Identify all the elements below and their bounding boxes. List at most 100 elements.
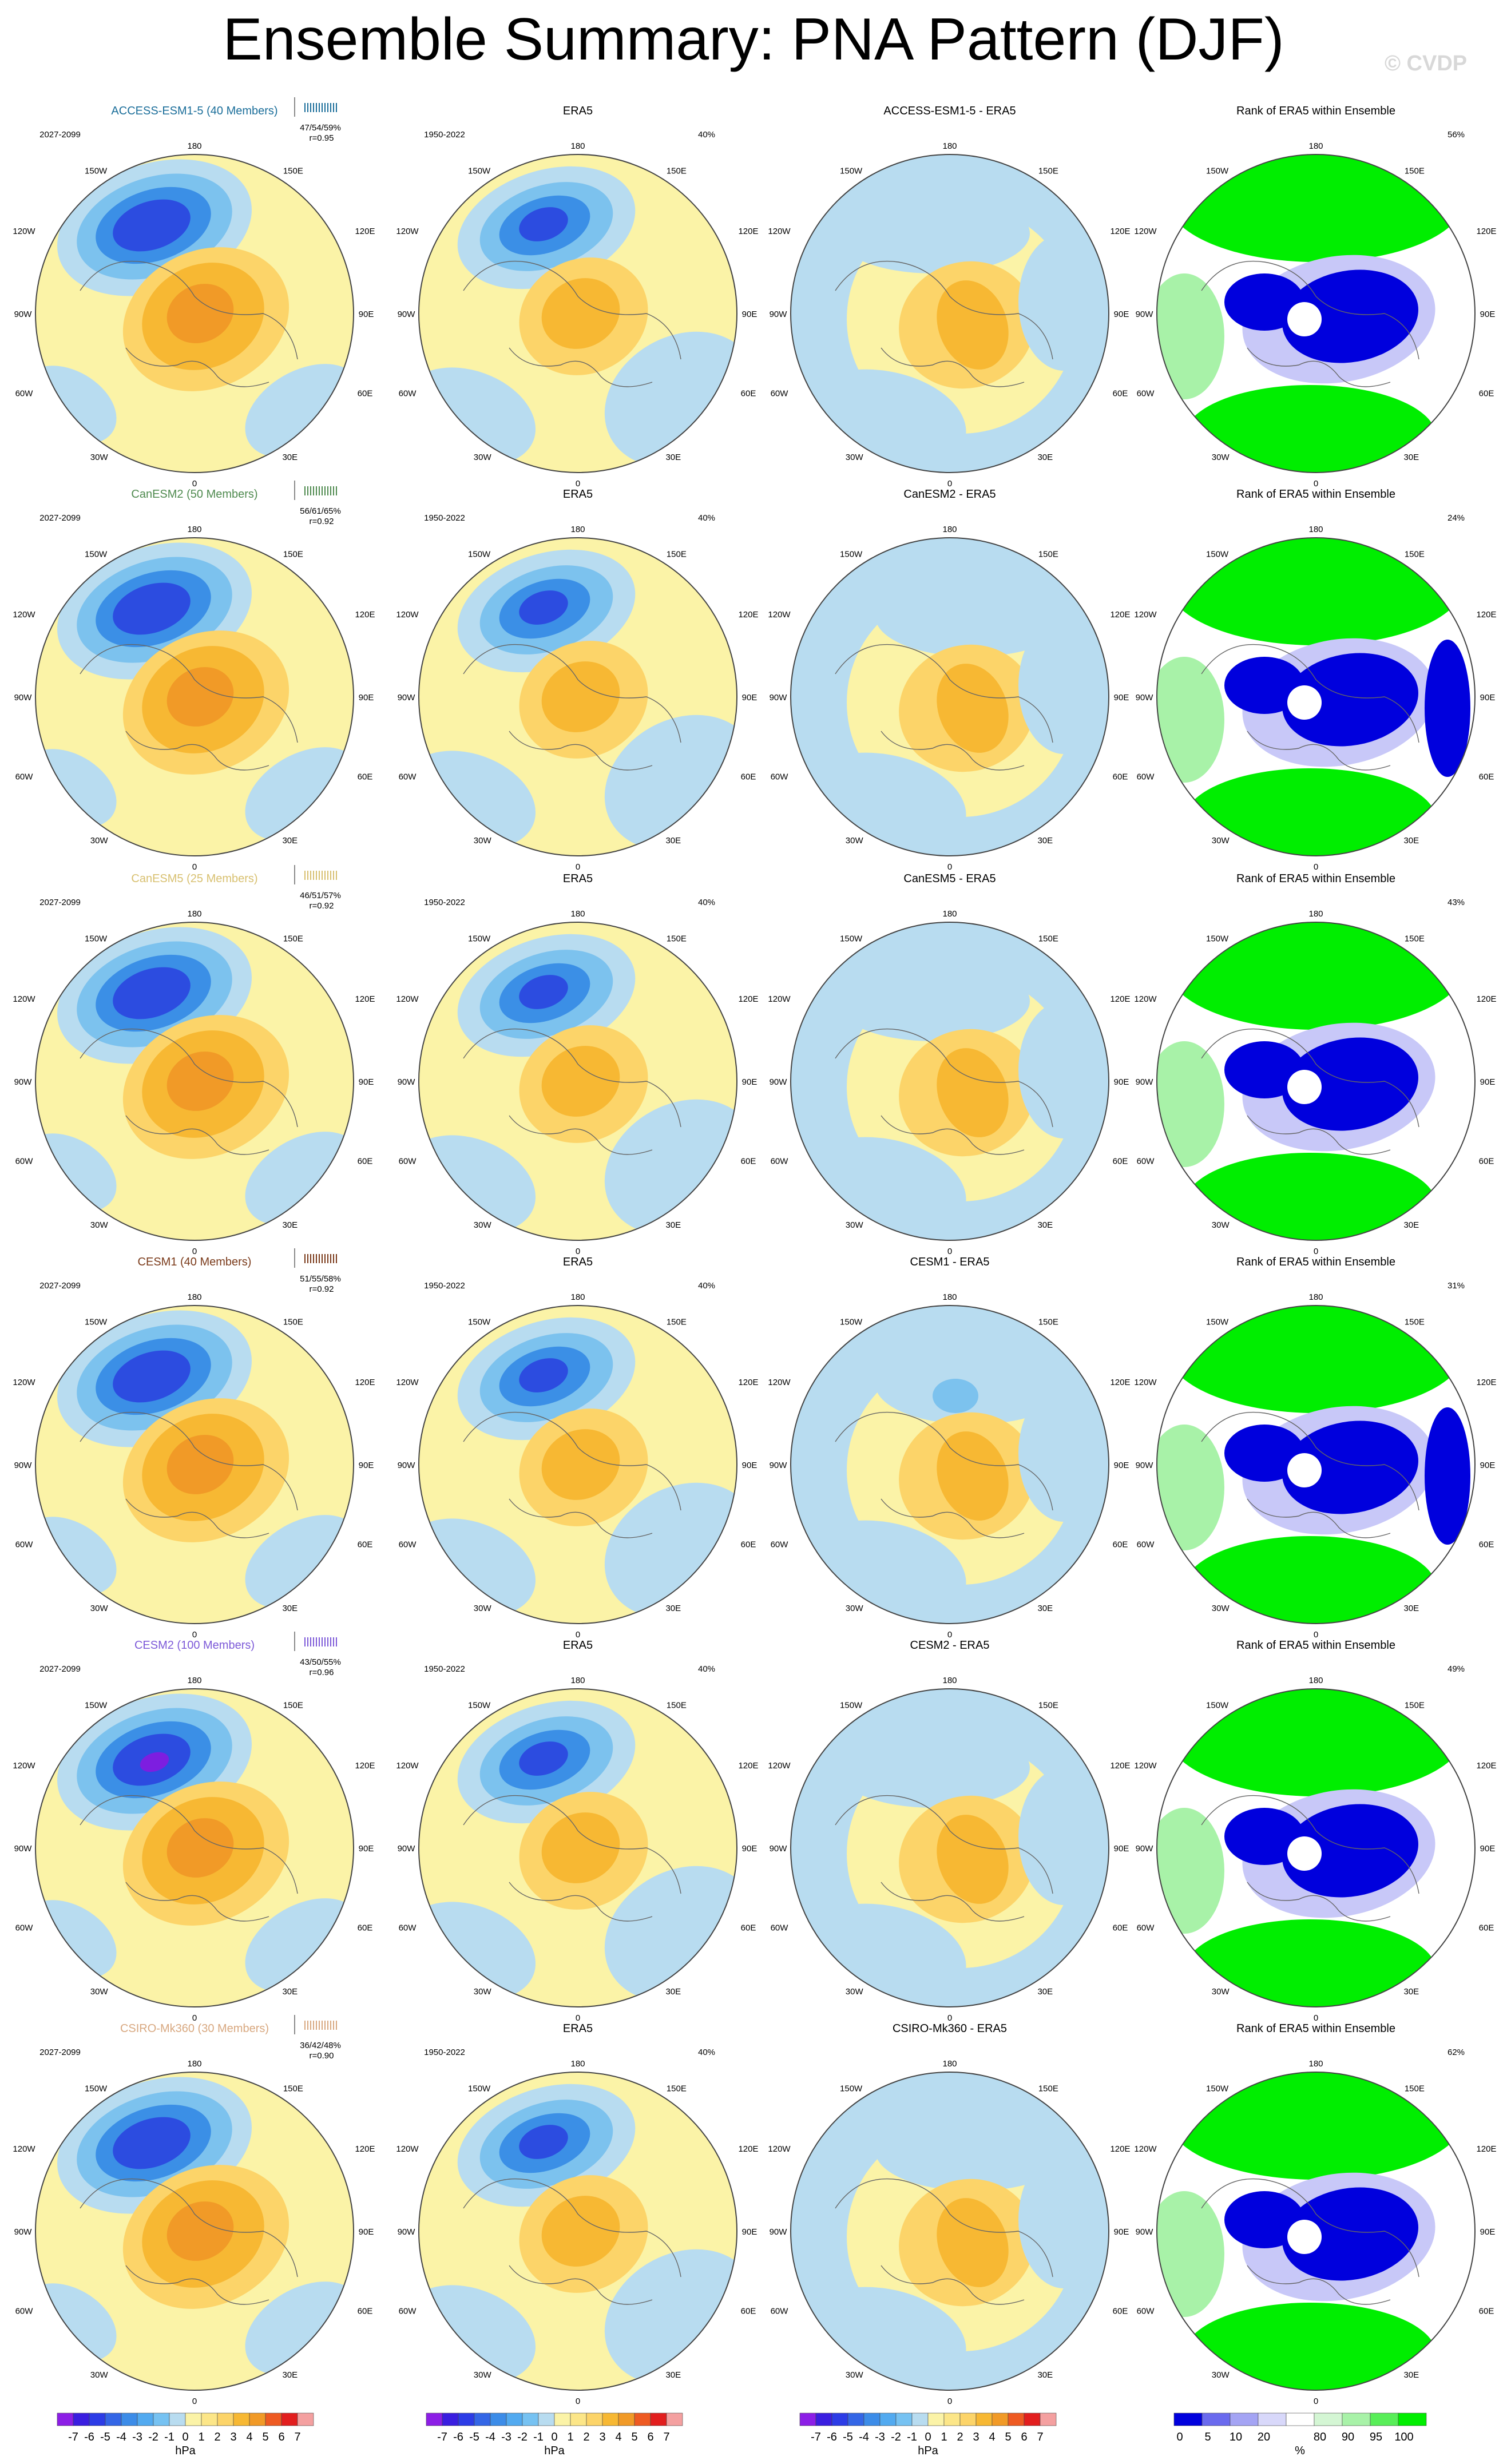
longitude-label: 120W	[1134, 1378, 1157, 1387]
rank-low-region	[1282, 1037, 1418, 1131]
longitude-label: 0	[576, 862, 580, 872]
longitude-label: 90E	[1480, 2227, 1496, 2237]
longitude-label: 90W	[398, 1077, 416, 1087]
colorbar-swatch	[57, 2413, 74, 2426]
colorbar-tick-label: 7	[294, 2431, 300, 2443]
longitude-label: 150W	[468, 1700, 491, 1710]
polar-map-panel: 180 150W 150E 120W 120E 90W 90E 60W 60E 30W 30E 0	[768, 1292, 1130, 1640]
low-pressure-core	[113, 199, 191, 252]
longitude-label: 150E	[667, 1317, 687, 1327]
colorbar-swatch	[570, 2413, 587, 2426]
longitude-label: 60W	[15, 1157, 34, 1166]
colorbar-tick-label: -7	[811, 2431, 821, 2443]
map-border	[418, 1688, 737, 2007]
longitude-label: 150E	[1038, 934, 1058, 943]
map-field	[419, 922, 737, 1240]
longitude-label: 90E	[1480, 1077, 1496, 1087]
colorbar-tick-label: -1	[164, 2431, 175, 2443]
rank-mid-region	[1157, 1425, 1224, 1550]
longitude-label: 150E	[667, 1700, 687, 1710]
longitude-label: 30E	[282, 453, 298, 462]
longitude-label: 150W	[468, 549, 491, 559]
colorbar-swatch	[1314, 2413, 1343, 2426]
longitude-label: 90W	[398, 2227, 416, 2237]
longitude-label: 60W	[15, 772, 34, 782]
colorbar-tick-label: 0	[925, 2431, 931, 2443]
rank-low-region	[1425, 1407, 1470, 1545]
model-stats: 43/50/55%	[300, 1657, 341, 1667]
longitude-label: 150E	[1038, 1317, 1058, 1327]
longitude-label: 60E	[1479, 1540, 1494, 1550]
longitude-label: 90E	[1480, 310, 1496, 319]
coastline	[125, 731, 269, 771]
diff-positive-core	[937, 1815, 1009, 1904]
obs-panel-title: ERA5	[563, 872, 593, 885]
map-field	[791, 922, 1109, 1240]
high-pressure-core	[166, 284, 234, 343]
longitude-label: 180	[1308, 141, 1323, 151]
longitude-label: 30E	[282, 1604, 298, 1613]
rank-percent: 43%	[1447, 898, 1465, 907]
colorbar-swatch	[538, 2413, 555, 2426]
colorbar-tick-label: 4	[246, 2431, 252, 2443]
longitude-label: 60E	[358, 389, 373, 399]
longitude-label: 0	[192, 1630, 197, 1640]
colorbar-unit: hPa	[544, 2445, 565, 2457]
longitude-label: 90W	[398, 1844, 416, 1854]
colorbar-swatch	[1040, 2413, 1057, 2426]
longitude-label: 120E	[355, 227, 375, 236]
colorbar-swatch	[169, 2413, 186, 2426]
colorbar-swatch	[975, 2413, 993, 2426]
obs-panel-title: ERA5	[563, 488, 593, 501]
high-pressure-core	[166, 1052, 234, 1111]
longitude-label: 180	[942, 1292, 957, 1302]
longitude-label: 150W	[840, 934, 863, 943]
diff-negative	[835, 961, 1030, 1041]
longitude-label: 120W	[13, 2144, 35, 2154]
longitude-label: 90E	[742, 1844, 758, 1854]
colorbar-tick-label: 0	[1176, 2431, 1183, 2443]
colorbar-tick-label: 1	[941, 2431, 947, 2443]
longitude-label: 90W	[1136, 1077, 1154, 1087]
colorbar-swatch	[217, 2413, 234, 2426]
map-border	[1156, 1688, 1476, 2007]
longitude-label: 0	[947, 2013, 952, 2023]
longitude-label: 60W	[1137, 389, 1155, 399]
longitude-label: 60W	[771, 1923, 789, 1933]
rank-pole	[1287, 1836, 1322, 1871]
longitude-label: 30W	[1212, 836, 1230, 846]
rank-low-region	[1224, 1425, 1304, 1482]
longitude-label: 30W	[1212, 2370, 1230, 2380]
longitude-label: 120E	[355, 2144, 375, 2154]
longitude-label: 90W	[14, 1844, 33, 1854]
coastline	[1247, 2265, 1391, 2305]
longitude-label: 120W	[768, 994, 791, 1004]
longitude-label: 180	[570, 1676, 585, 1685]
colorbar-swatch	[1201, 2413, 1231, 2426]
longitude-label: 180	[570, 909, 585, 919]
coastline	[509, 1115, 653, 1155]
longitude-label: 150E	[667, 549, 687, 559]
polar-map-panel: 180 150W 150E 120W 120E 90W 90E 60W 60E 30W 30E 0	[396, 909, 758, 1256]
obs-years: 1950-2022	[424, 130, 465, 140]
longitude-label: 60W	[15, 389, 34, 399]
longitude-label: 30E	[282, 1220, 298, 1230]
map-field	[1157, 538, 1475, 856]
longitude-label: 120E	[1476, 227, 1496, 236]
coastline	[463, 1411, 681, 1511]
rank-pole	[1287, 2220, 1322, 2254]
longitude-label: 60E	[1479, 772, 1494, 782]
longitude-label: 180	[1308, 1292, 1323, 1302]
colorbar-tick-label: 1	[198, 2431, 204, 2443]
high-pressure-core	[166, 1435, 234, 1494]
longitude-label: 180	[187, 909, 201, 919]
longitude-label: 150E	[283, 2084, 303, 2093]
longitude-label: 0	[947, 1630, 952, 1640]
coastline	[509, 1498, 653, 1538]
obs-variance: 40%	[698, 130, 715, 140]
colorbar-swatch	[1258, 2413, 1287, 2426]
longitude-label: 90E	[359, 1077, 374, 1087]
longitude-label: 30W	[90, 2370, 109, 2380]
low-pressure-core	[519, 590, 568, 625]
